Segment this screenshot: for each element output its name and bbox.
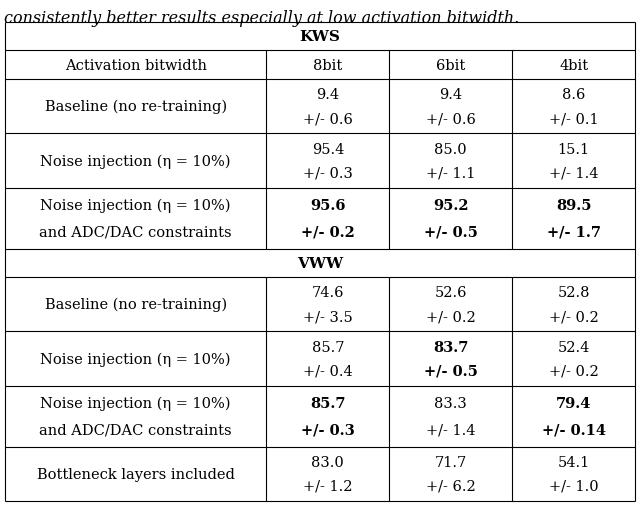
Text: 95.2: 95.2 (433, 199, 468, 212)
Text: +/- 1.2: +/- 1.2 (303, 479, 353, 493)
Text: +/- 0.6: +/- 0.6 (303, 112, 353, 126)
Text: Baseline (no re-training): Baseline (no re-training) (45, 100, 227, 114)
Text: +/- 0.2: +/- 0.2 (548, 309, 598, 324)
Text: 89.5: 89.5 (556, 199, 591, 212)
Text: and ADC/DAC constraints: and ADC/DAC constraints (40, 225, 232, 239)
Text: 52.4: 52.4 (557, 340, 590, 354)
Text: Noise injection (η = 10%): Noise injection (η = 10%) (40, 154, 231, 168)
Text: Activation bitwidth: Activation bitwidth (65, 59, 207, 73)
Text: Noise injection (η = 10%): Noise injection (η = 10%) (40, 198, 231, 213)
Text: +/- 0.2: +/- 0.2 (301, 225, 355, 239)
Text: +/- 0.2: +/- 0.2 (548, 364, 598, 378)
Text: 83.0: 83.0 (312, 455, 344, 469)
Text: 54.1: 54.1 (557, 455, 589, 469)
Text: +/- 0.2: +/- 0.2 (426, 309, 476, 324)
Text: +/- 0.5: +/- 0.5 (424, 225, 477, 239)
Text: KWS: KWS (300, 30, 340, 44)
Text: +/- 1.7: +/- 1.7 (547, 225, 600, 239)
Text: Noise injection (η = 10%): Noise injection (η = 10%) (40, 396, 231, 410)
Text: 85.7: 85.7 (310, 396, 346, 410)
Text: 6bit: 6bit (436, 59, 465, 73)
Text: Noise injection (η = 10%): Noise injection (η = 10%) (40, 352, 231, 366)
Text: and ADC/DAC constraints: and ADC/DAC constraints (40, 423, 232, 437)
Text: +/- 6.2: +/- 6.2 (426, 479, 476, 493)
Text: 83.3: 83.3 (435, 396, 467, 410)
Text: +/- 1.4: +/- 1.4 (426, 423, 476, 437)
Text: +/- 0.5: +/- 0.5 (424, 364, 477, 378)
Text: VWW: VWW (297, 257, 343, 270)
Text: 9.4: 9.4 (439, 88, 462, 102)
Text: 4bit: 4bit (559, 59, 588, 73)
Text: +/- 0.3: +/- 0.3 (301, 423, 355, 437)
Text: 15.1: 15.1 (557, 143, 589, 156)
Text: +/- 0.3: +/- 0.3 (303, 166, 353, 180)
Text: 83.7: 83.7 (433, 340, 468, 354)
Text: consistently better results especially at low activation bitwidth.: consistently better results especially a… (4, 10, 519, 27)
Text: 9.4: 9.4 (316, 88, 339, 102)
Text: 85.0: 85.0 (435, 143, 467, 156)
Text: 52.8: 52.8 (557, 286, 590, 300)
Text: 79.4: 79.4 (556, 396, 591, 410)
Text: +/- 3.5: +/- 3.5 (303, 309, 353, 324)
Text: 95.4: 95.4 (312, 143, 344, 156)
Text: 8bit: 8bit (313, 59, 342, 73)
Text: 95.6: 95.6 (310, 199, 346, 212)
Text: +/- 0.14: +/- 0.14 (541, 423, 605, 437)
Text: +/- 1.4: +/- 1.4 (549, 166, 598, 180)
Text: +/- 1.1: +/- 1.1 (426, 166, 476, 180)
Text: 71.7: 71.7 (435, 455, 467, 469)
Text: Bottleneck layers included: Bottleneck layers included (36, 467, 235, 481)
Text: 85.7: 85.7 (312, 340, 344, 354)
Text: +/- 0.4: +/- 0.4 (303, 364, 353, 378)
Text: 8.6: 8.6 (562, 88, 585, 102)
Text: +/- 0.1: +/- 0.1 (548, 112, 598, 126)
Text: +/- 0.6: +/- 0.6 (426, 112, 476, 126)
Text: +/- 1.0: +/- 1.0 (548, 479, 598, 493)
Text: Baseline (no re-training): Baseline (no re-training) (45, 297, 227, 312)
Text: 52.6: 52.6 (435, 286, 467, 300)
Text: 74.6: 74.6 (312, 286, 344, 300)
